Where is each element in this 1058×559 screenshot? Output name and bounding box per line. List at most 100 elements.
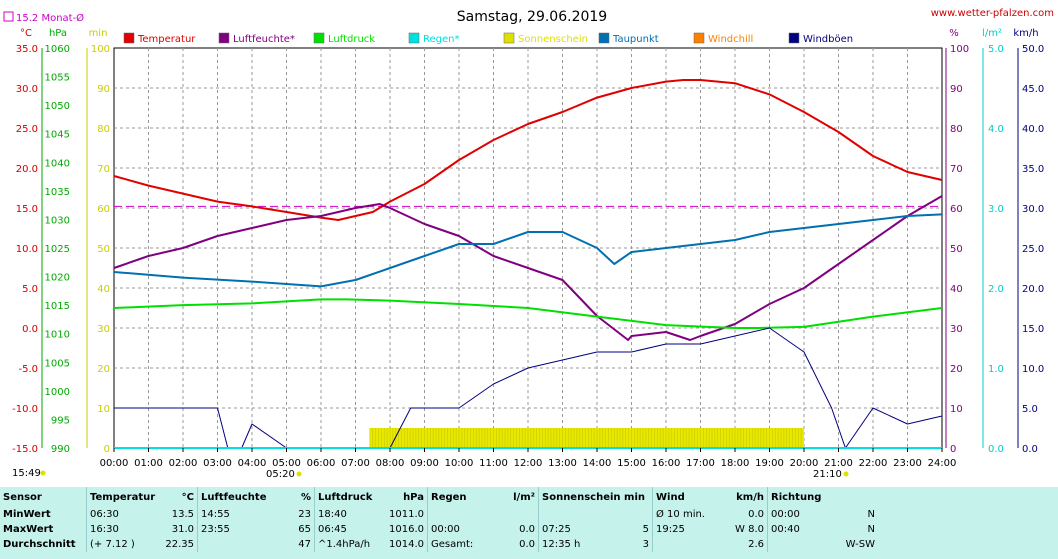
tick-label-sunshine: 0 <box>104 444 110 455</box>
x-tick-label: 20:00 <box>790 458 819 469</box>
legend-label: Windchill <box>708 34 753 45</box>
legend-swatch <box>408 32 420 44</box>
row-label: Durchschnitt <box>3 539 76 550</box>
x-tick-label: 12:00 <box>514 458 543 469</box>
axis-unit-sunshine: min <box>89 28 108 39</box>
tick-label-wind: 10.0 <box>1022 364 1044 375</box>
series-line-luftdruck <box>113 298 943 329</box>
hdr-temperature: Temperatur <box>86 487 161 507</box>
hdr-rain: Regen <box>427 487 492 507</box>
sunrise-label: 05:20 <box>266 469 295 480</box>
tick-label-pressure: 1000 <box>45 387 70 398</box>
x-tick-label: 05:00 <box>272 458 301 469</box>
cell: 31.0 <box>171 524 194 535</box>
tick-label-pressure: 995 <box>51 415 70 426</box>
hdr-pressure: Luftdruck <box>314 487 381 507</box>
tick-label-humidity: 60 <box>950 204 963 215</box>
site-link[interactable]: www.wetter-pfalzen.com <box>931 8 1054 19</box>
cell: 18:40 <box>314 507 381 522</box>
tick-label-wind: 50.0 <box>1022 44 1044 55</box>
monthly-avg-label: 15.2 Monat-Ø <box>16 12 84 24</box>
tick-label-wind: 5.0 <box>1022 404 1038 415</box>
legend-swatch <box>693 32 705 44</box>
left-axes: 35.0 30.0 25.0 20.0 15.0 10.0 5.0 0.0 -5.0 -10.0 -… <box>12 28 110 455</box>
legend-label: Regen* <box>423 34 460 45</box>
hdr-humidity-unit: % <box>300 491 311 503</box>
x-tick-label: 03:00 <box>203 458 232 469</box>
tick-label-humidity: 40 <box>950 284 963 295</box>
sunshine-bars <box>369 428 804 448</box>
tick-label-wind: 40.0 <box>1022 124 1044 135</box>
cell <box>538 507 628 522</box>
tick-label-wind: 45.0 <box>1022 84 1044 95</box>
tick-label-rain: 2.0 <box>988 284 1004 295</box>
time-left-label: 15:49 <box>12 468 41 479</box>
right-axes: 1009080706050403020100%5.04.03.02.01.00.… <box>945 28 1044 455</box>
tick-label-wind: 35.0 <box>1022 164 1044 175</box>
tick-label-temperature: 10.0 <box>16 244 38 255</box>
legend-swatch <box>123 32 135 44</box>
cell: 12:35 h <box>538 537 628 552</box>
cell: (+ 7.12 ) <box>86 537 161 552</box>
x-tick-label: 21:00 <box>824 458 853 469</box>
tick-label-pressure: 1015 <box>45 301 70 312</box>
tick-label-temperature: 25.0 <box>16 124 38 135</box>
x-tick-label: 16:00 <box>652 458 681 469</box>
tick-label-rain: 3.0 <box>988 204 1004 215</box>
tick-label-humidity: 30 <box>950 324 963 335</box>
legend-swatch <box>313 32 325 44</box>
x-tick-label: 01:00 <box>134 458 163 469</box>
hdr-sunshine: Sonnenschein min <box>538 487 653 507</box>
tick-label-temperature: 15.0 <box>16 204 38 215</box>
legend-label: Luftdruck <box>328 34 375 45</box>
summary-header-row: Sensor Temperatur °C Luftfeuchte % Luftd… <box>0 487 878 507</box>
tick-label-pressure: 1010 <box>45 330 70 341</box>
tick-label-pressure: 990 <box>51 444 70 455</box>
series-line-luftfeuchte <box>113 195 943 341</box>
cell: 14:55 <box>197 507 286 522</box>
cell <box>197 537 286 552</box>
tick-label-rain: 1.0 <box>988 364 1004 375</box>
x-axis: 00:00 01:00 02:00 03:00 04:00 05:00 06:00 07:00… <box>100 448 956 469</box>
cell <box>627 507 652 522</box>
legend-label: Windböen <box>803 34 853 45</box>
summary-table: Sensor Temperatur °C Luftfeuchte % Luftd… <box>0 487 878 552</box>
tick-label-humidity: 20 <box>950 364 963 375</box>
cell: 06:30 <box>86 507 161 522</box>
cell: 0.0 <box>519 539 535 550</box>
hdr-wind: Wind <box>652 487 721 507</box>
series-line-temperatur <box>113 79 943 221</box>
hdr-rain-unit: l/m² <box>513 491 535 503</box>
legend-label: Taupunkt <box>612 34 659 45</box>
tick-label-pressure: 1030 <box>45 215 70 226</box>
x-tick-label: 11:00 <box>479 458 508 469</box>
tick-label-sunshine: 90 <box>97 84 110 95</box>
tick-label-temperature: -5.0 <box>18 364 38 375</box>
cell: Gesamt: <box>427 537 492 552</box>
tick-label-sunshine: 100 <box>91 44 110 55</box>
hdr-temperature-unit: °C <box>181 491 194 503</box>
x-tick-label: 22:00 <box>859 458 888 469</box>
legend: Temperatur Luftfeuchte* Luftdruck Regen* Son… <box>123 32 853 45</box>
x-tick-label: 10:00 <box>445 458 474 469</box>
summary-row-min: MinWert 06:30 13.5 14:55 23 18:40 1011.0… <box>0 507 878 522</box>
cell: 00:00 <box>766 507 823 522</box>
legend-swatch <box>598 32 610 44</box>
series-line-taupunkt <box>113 213 943 288</box>
axis-unit-temperature: °C <box>20 28 32 39</box>
summary-panel: Sensor Temperatur °C Luftfeuchte % Luftd… <box>0 487 1058 559</box>
tick-label-wind: 20.0 <box>1022 284 1044 295</box>
cell: 0.0 <box>748 509 764 520</box>
tick-label-sunshine: 20 <box>97 364 110 375</box>
weather-chart: 35.0 30.0 25.0 20.0 15.0 10.0 5.0 0.0 -5.0 -10.0 -… <box>3 8 1054 480</box>
cell: 06:45 <box>314 522 381 537</box>
tick-label-temperature: -15.0 <box>12 444 38 455</box>
tick-label-sunshine: 70 <box>97 164 110 175</box>
tick-label-sunshine: 60 <box>97 204 110 215</box>
tick-label-wind: 25.0 <box>1022 244 1044 255</box>
legend-label: Luftfeuchte* <box>233 34 295 45</box>
cell: 23 <box>298 509 311 520</box>
tick-label-rain: 5.0 <box>988 44 1004 55</box>
summary-row-max: MaxWert 16:30 31.0 23:55 65 06:45 1016.0… <box>0 522 878 537</box>
cell: 1016.0 <box>389 524 424 535</box>
